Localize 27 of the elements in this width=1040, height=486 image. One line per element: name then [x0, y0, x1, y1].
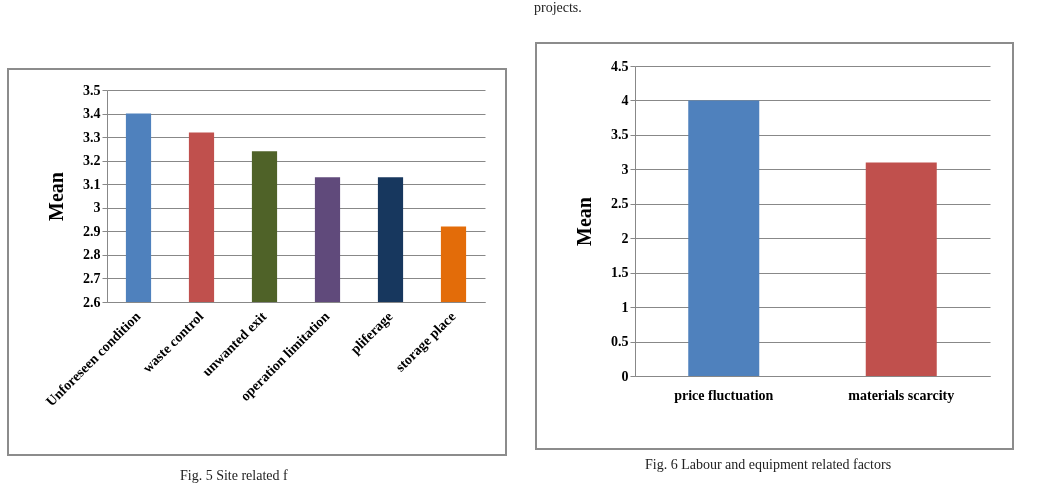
y-tick-label: 0.5	[611, 334, 629, 350]
y-tick-label: 0	[621, 368, 629, 384]
caption: Fig. 6 Labour and equipment related factors	[645, 457, 892, 473]
y-tick-label: 3.3	[83, 129, 101, 145]
y-tick-label: 2.9	[83, 223, 101, 239]
text: projects.	[534, 0, 582, 16]
y-axis-title: Mean	[573, 197, 595, 246]
y-tick-label: 1.5	[611, 265, 629, 281]
y-tick-label: 2.7	[83, 270, 101, 286]
y-tick-label: 3	[621, 161, 629, 177]
y-tick-label: 3.4	[83, 106, 101, 122]
y-tick-label: 2.8	[83, 247, 101, 263]
x-tick-label: price fluctuation	[674, 387, 774, 403]
y-tick-label: 3.2	[83, 153, 101, 169]
y-tick-label: 2	[621, 230, 629, 246]
y-axis-title: Mean	[45, 172, 67, 221]
y-tick-label: 2.6	[83, 294, 101, 310]
y-tick-label: 3.5	[83, 82, 101, 98]
caption: Fig. 5 Site related f	[180, 468, 288, 484]
x-tick-label: materials scarcity	[848, 387, 955, 403]
y-tick-label: 3.1	[83, 176, 101, 192]
y-tick-label: 4	[621, 92, 629, 108]
y-tick-label: 1	[621, 299, 629, 315]
y-tick-label: 4.5	[611, 58, 629, 74]
y-tick-label: 3	[93, 200, 101, 216]
y-tick-label: 3.5	[611, 127, 629, 143]
y-tick-label: 2.5	[611, 196, 629, 212]
